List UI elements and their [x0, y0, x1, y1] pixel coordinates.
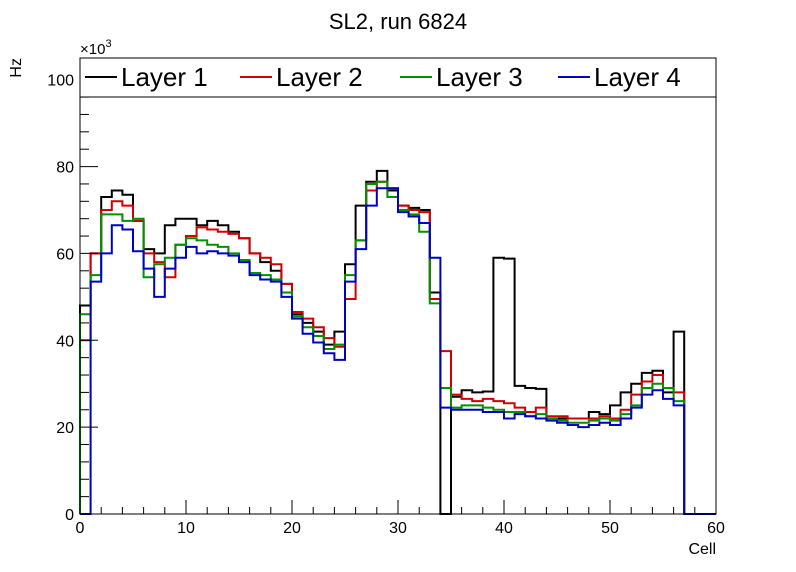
legend: Layer 1 Layer 2 Layer 3 Layer 4 [79, 57, 717, 98]
legend-label-layer-2: Layer 2 [276, 62, 363, 92]
y-tick-label: 40 [56, 333, 74, 350]
y-tick-label: 20 [56, 420, 74, 437]
y-axis-multiplier-exponent: 3 [105, 38, 111, 50]
x-tick-label: 30 [389, 520, 407, 537]
series-line-layer-1 [79, 169, 716, 515]
x-tick-label: 0 [76, 520, 85, 537]
y-tick-label: 100 [47, 73, 74, 90]
y-axis-multiplier: ×103 [80, 38, 112, 58]
x-tick-label: 60 [707, 520, 725, 537]
x-tick-label: 40 [495, 520, 513, 537]
y-tick-label: 60 [56, 246, 74, 263]
series-line-layer-4 [80, 187, 716, 515]
legend-label-layer-1: Layer 1 [121, 62, 208, 92]
x-tick-label: 50 [601, 520, 619, 537]
y-axis-multiplier-base: ×10 [80, 41, 105, 58]
y-axis-title: Hz [8, 58, 25, 78]
chart-title: SL2, run 6824 [329, 9, 467, 34]
x-tick-label: 20 [283, 520, 301, 537]
legend-label-layer-3: Layer 3 [436, 62, 523, 92]
legend-label-layer-4: Layer 4 [594, 62, 681, 92]
y-axis: 0 20 40 60 80 100 [47, 61, 98, 524]
y-tick-label: 80 [56, 160, 74, 177]
series-layer [79, 169, 716, 515]
x-axis-title: Cell [688, 541, 716, 558]
y-tick-label: 0 [65, 507, 74, 524]
legend-box [79, 57, 717, 98]
x-axis: 0 10 20 30 40 50 60 [76, 500, 725, 537]
x-tick-label: 10 [177, 520, 195, 537]
series-line-layer-3 [79, 180, 716, 515]
